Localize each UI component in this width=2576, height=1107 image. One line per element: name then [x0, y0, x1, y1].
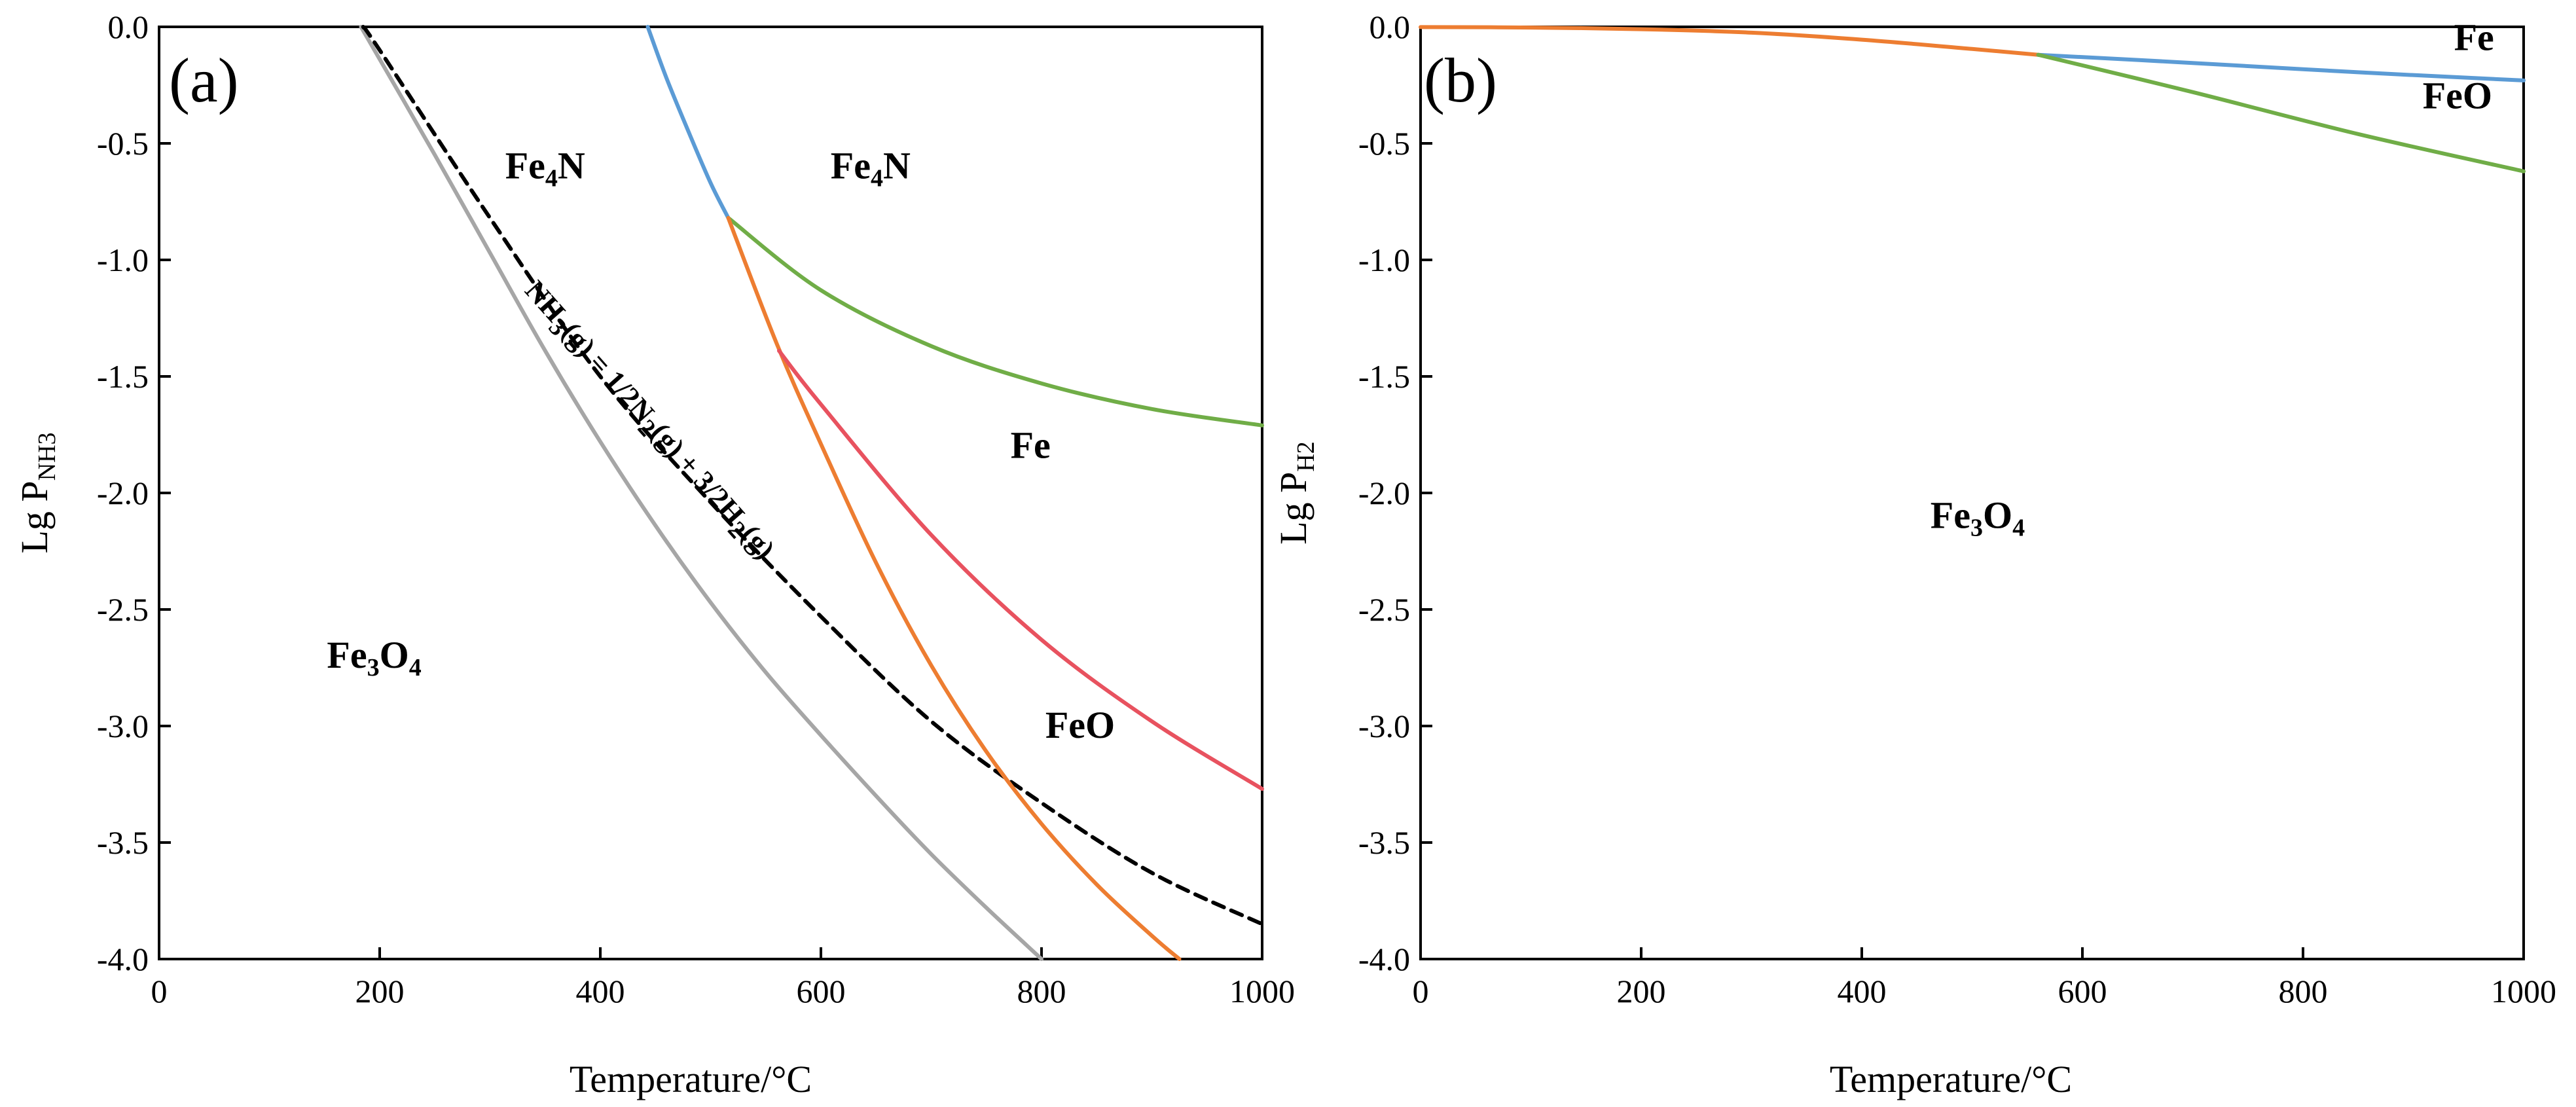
panel-a-x-tick-label: 1000: [1229, 973, 1295, 1009]
panel-b-y-axis-title: Lg PH2: [1272, 441, 1320, 545]
panel-a-y-tick-label: -2.5: [97, 591, 149, 628]
panel-a-series-fe4n-fe-green: [726, 215, 1264, 427]
panel-a-x-tick-label: 800: [1017, 973, 1066, 1009]
panel-b-region-label: Fe3O4: [1931, 494, 2025, 541]
panel-b-y-tick-label: -3.5: [1358, 824, 1410, 861]
panel-b-frame: [1419, 26, 2525, 960]
panel-b-x-tick-label: 800: [2279, 973, 2328, 1009]
panel-a-series-fe4n-fe4n-blue: [645, 25, 731, 220]
panel-a-y-axis-title: Lg PNH3: [13, 432, 61, 553]
panel-a-region-label: FeO: [1045, 704, 1115, 746]
panel-a-x-tick-label: 400: [576, 973, 625, 1009]
panel-b-region-label: Fe: [2454, 16, 2494, 59]
panel-a-region-label: Fe4N: [831, 144, 911, 192]
panel-b-y-tick-label: -2.0: [1358, 475, 1410, 511]
panel-a-y-tick-label: 0.0: [108, 9, 149, 45]
panel-b-x-tick-label: 1000: [2491, 973, 2556, 1009]
panel-b-x-tick-label: 400: [1838, 973, 1887, 1009]
panel-a-y-tick-label: -4.0: [97, 941, 149, 977]
panel-b-y-tick-label: -1.5: [1358, 358, 1410, 395]
panel-a-reaction-annotation: NH3(g) = 1/2N2(g) + 3/2H2(g): [515, 274, 782, 569]
panel-a-region-label: Fe4N: [505, 144, 585, 192]
panel-a-x-tick-label: 600: [797, 973, 846, 1009]
panel-b: 0 200 400 600 800 1000 0.0 -0.5 -1.0 -1.5 -2.0 -2.5…: [1272, 9, 2556, 1100]
panel-a-y-tick-label: -3.5: [97, 824, 149, 861]
panel-b-y-tick-label: 0.0: [1370, 9, 1411, 45]
panel-b-letter: (b): [1424, 45, 1497, 115]
panel-b-region-labels: Fe FeO Fe3O4: [1931, 16, 2494, 542]
panel-a-y-tick-label: -2.0: [97, 475, 149, 511]
panel-a: 0 200 400 600 800 1000 0.0 -0.5 -1.0 -1.5 -2.0 -2.5…: [13, 9, 1295, 1100]
panel-a-region-labels: Fe4N Fe4N Fe Fe3O4 FeO: [327, 144, 1115, 746]
panel-b-x-tick-label: 0: [1413, 973, 1429, 1009]
panel-a-series-fe3o4-fe4n-gray: [359, 25, 1043, 961]
panel-a-x-tick-label: 0: [151, 973, 168, 1009]
panel-b-series: [1419, 25, 2526, 173]
panel-b-series-feo-fe-blue: [2036, 52, 2526, 82]
panel-a-y-tick-label: -0.5: [97, 125, 149, 162]
panel-a-region-label: Fe3O4: [327, 634, 421, 681]
panel-b-region-label: FeO: [2423, 75, 2492, 117]
panel-b-series-fe3o4-feo-orange: [1419, 25, 2041, 57]
panel-b-y-tick-label: -3.0: [1358, 708, 1410, 744]
panel-a-x-axis-title: Temperature/°C: [570, 1058, 812, 1100]
panel-b-x-tick-label: 600: [2058, 973, 2107, 1009]
panel-b-y-tick-label: -4.0: [1358, 941, 1410, 977]
panel-a-x-tick-label: 200: [355, 973, 405, 1009]
panel-b-y-tick-label: -1.0: [1358, 242, 1410, 278]
panel-b-ticks: 0 200 400 600 800 1000 0.0 -0.5 -1.0 -1.5 -2.0 -2.5…: [1358, 9, 2556, 1009]
panel-a-y-tick-label: -1.5: [97, 358, 149, 395]
panel-a-ticks: 0 200 400 600 800 1000 0.0 -0.5 -1.0 -1.5 -2.0 -2.5…: [97, 9, 1295, 1009]
panel-b-x-tick-label: 200: [1617, 973, 1666, 1009]
panel-a-letter: (a): [169, 45, 239, 115]
panel-a-series-fe3o4-fe-feo-orange: [726, 215, 1182, 961]
panel-b-x-axis-title: Temperature/°C: [1830, 1058, 2072, 1100]
panel-a-y-tick-label: -1.0: [97, 242, 149, 278]
panel-b-series-fe3o4-feo-green: [2036, 52, 2526, 173]
panel-a-series: [359, 25, 1264, 961]
panel-a-series-fe-feo-red: [777, 348, 1264, 791]
panel-a-series-nh3-g-1-2n2-g-3-2h2-g: [361, 25, 1264, 926]
panel-b-y-tick-label: -0.5: [1358, 125, 1410, 162]
panel-a-y-tick-label: -3.0: [97, 708, 149, 744]
panel-b-y-tick-label: -2.5: [1358, 591, 1410, 628]
panel-a-region-label: Fe: [1011, 424, 1051, 467]
